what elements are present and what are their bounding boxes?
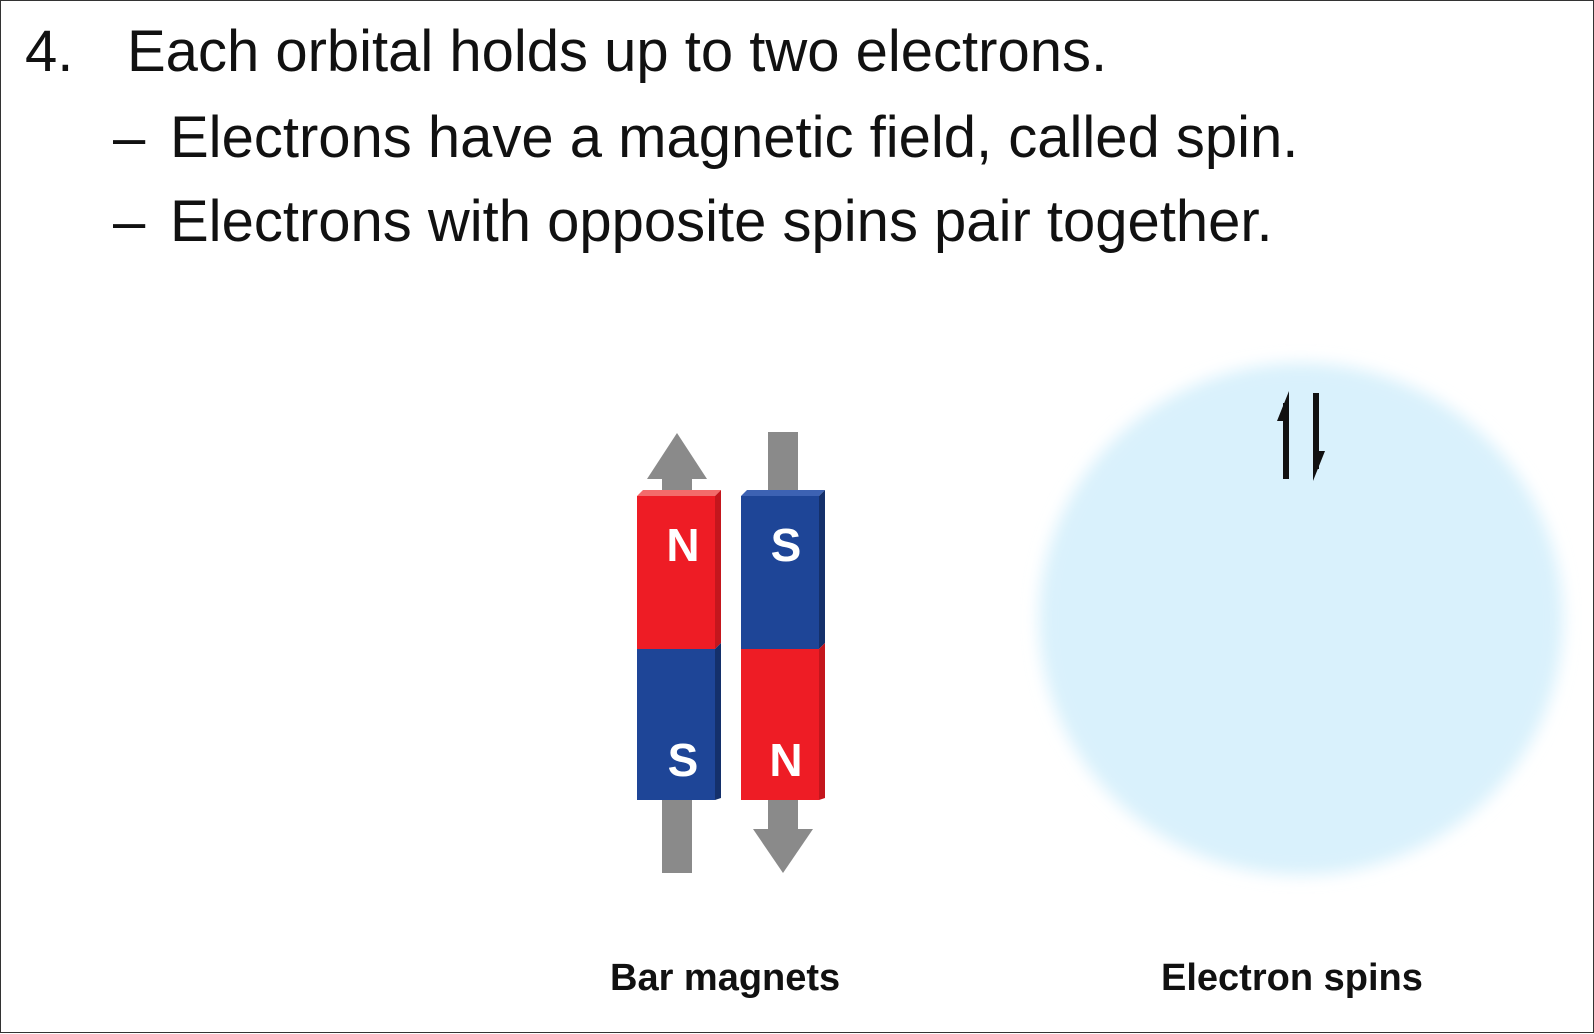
bullet-pairing: – Electrons with opposite spins pair tog… [113, 193, 1273, 251]
north-pole [741, 649, 819, 800]
orbital-cloud [1039, 363, 1563, 875]
bullet-dash: – [113, 189, 146, 254]
left-bar-magnet: N S [637, 490, 721, 800]
bullet-text: Electrons with opposite spins pair toget… [170, 189, 1273, 254]
bullet-dash: – [113, 105, 146, 170]
south-pole-label: S [771, 519, 802, 571]
north-pole-label: N [769, 734, 802, 786]
south-pole-label: S [668, 734, 699, 786]
bullet-text: Electrons have a magnetic field, called … [170, 105, 1299, 170]
south-pole [637, 649, 715, 800]
right-magnet-arrow-icon [753, 432, 813, 873]
caption-bar-magnets: Bar magnets [610, 957, 841, 999]
caption-electron-spins: Electron spins [1161, 957, 1423, 999]
north-pole-label: N [666, 519, 699, 571]
main-point: 4. Each orbital holds up to two electron… [25, 23, 1107, 81]
point-number: 4. [25, 19, 74, 84]
spin-pair-icon [1277, 391, 1325, 481]
bullet-spin: – Electrons have a magnetic field, calle… [113, 109, 1298, 167]
point-text: Each orbital holds up to two electrons. [127, 19, 1108, 84]
south-pole [741, 496, 819, 649]
north-pole [637, 496, 715, 649]
right-bar-magnet: S N [741, 490, 825, 800]
